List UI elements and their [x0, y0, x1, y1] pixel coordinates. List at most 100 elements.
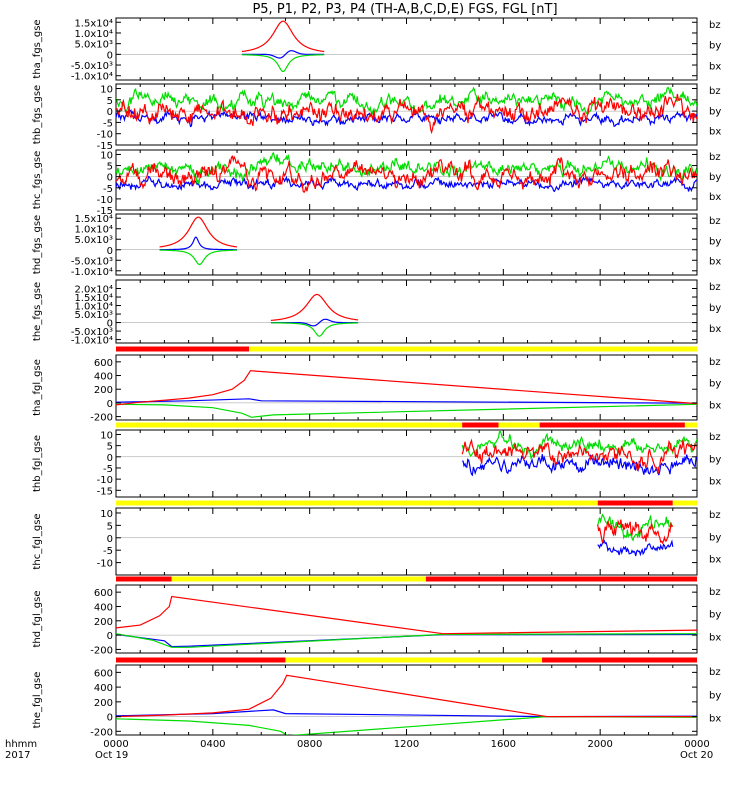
legend-bz: bz	[709, 587, 721, 598]
legend-bz: bz	[709, 152, 721, 163]
y-tick-label: -10	[97, 559, 113, 570]
y-tick-label: -200	[90, 727, 113, 738]
mode-bar-segment	[684, 422, 697, 428]
panel-stack: 1.5x10⁴1.0x10⁴5.0x10³0-5.0x10³-1.0x10⁴th…	[32, 17, 721, 738]
y-tick-label: 0	[107, 713, 113, 724]
mode-bar-segment	[116, 657, 286, 663]
panel-tha_fgl_gse: 600 400 200 0 -200 tha_fgl_gse bz by bx	[32, 346, 721, 424]
time-tick-label: 0000	[103, 739, 128, 750]
legend-by: by	[709, 454, 721, 465]
legend-bz: bz	[709, 86, 721, 97]
time-tick-label: 2000	[587, 739, 612, 750]
date-left: Oct 19	[95, 750, 128, 761]
series-line-bz	[116, 674, 697, 718]
mode-bar-segment	[498, 422, 540, 428]
panel-thd_fgl_gse: 600 400 200 0 -200 thd_fgl_gse bz by bx	[32, 576, 721, 656]
y-axis-label: tha_fgl_gse	[32, 359, 43, 416]
series-line-bx	[159, 236, 237, 251]
series-line-bz	[116, 155, 697, 194]
series-line-bz	[461, 438, 697, 474]
series-line-bx	[116, 175, 697, 193]
y-tick-label: 5	[107, 162, 113, 173]
mode-bar-segment	[425, 576, 697, 582]
y-tick-label: -200	[90, 413, 113, 424]
y-tick-label: 200	[94, 385, 113, 396]
y-tick-label: 5	[107, 96, 113, 107]
series-line-bz	[116, 93, 697, 135]
legend-bz: bz	[709, 432, 721, 443]
panel-the_fgl_gse: 600 400 200 0 -200 the_fgl_gse bz by bx	[32, 657, 721, 738]
y-axis-label: thc_fgs_gse	[32, 151, 43, 210]
y-tick-label: 5.0x10³	[74, 310, 113, 321]
y-tick-label: 0	[107, 534, 113, 545]
y-axis-label: thc_fgl_gse	[32, 513, 43, 569]
mode-bar-segment	[285, 657, 543, 663]
legend-by: by	[709, 172, 721, 183]
y-tick-label: 200	[94, 617, 113, 628]
series-line-bz	[116, 595, 697, 635]
y-tick-label: 1.0x10⁴	[74, 302, 113, 313]
series-line-by	[116, 403, 697, 418]
y-tick-label: 10	[100, 430, 113, 441]
y-tick-label: 5.0x10³	[74, 235, 113, 246]
y-tick-label: 1.5x10⁴	[74, 214, 113, 225]
legend-by: by	[709, 303, 721, 314]
y-tick-label: 200	[94, 698, 113, 709]
series-line-bx	[116, 109, 697, 128]
series-line-by	[116, 151, 697, 185]
y-axis-label: thb_fgs_gse	[32, 85, 43, 144]
mode-bar-segment	[116, 576, 172, 582]
y-tick-label: -15	[97, 486, 113, 497]
series-line-by	[597, 513, 673, 542]
y-tick-label: 0	[107, 319, 113, 330]
legend-bx: bx	[709, 714, 721, 725]
y-tick-label: 5	[107, 521, 113, 532]
legend-by: by	[709, 532, 721, 543]
legend-by: by	[709, 379, 721, 390]
corner-label-top: hhmm	[5, 739, 37, 750]
y-tick-label: -200	[90, 645, 113, 656]
y-tick-label: 0	[107, 173, 113, 184]
series-line-bz	[597, 519, 674, 545]
y-tick-label: -10	[97, 475, 113, 486]
legend-bx: bx	[709, 477, 721, 488]
y-axis-label: thd_fgs_gse	[32, 215, 43, 274]
legend-by: by	[709, 690, 721, 701]
y-tick-label: 400	[94, 372, 113, 383]
y-axis-label: thd_fgl_gse	[32, 591, 43, 648]
legend-bx: bx	[709, 400, 721, 411]
series-line-by	[116, 633, 697, 648]
mode-bar-segment	[116, 346, 250, 352]
legend-bx: bx	[709, 555, 721, 566]
mode-bar-segment	[542, 657, 697, 663]
series-line-by	[270, 322, 359, 337]
y-tick-label: 2.0x10⁴	[74, 285, 113, 296]
legend-bz: bz	[709, 667, 721, 678]
y-axis-label: tha_fgs_gse	[32, 19, 43, 78]
y-tick-label: -5.0x10³	[71, 61, 113, 72]
y-tick-label: 600	[94, 588, 113, 599]
mode-bar-segment	[672, 500, 697, 506]
y-tick-label: 0	[107, 50, 113, 61]
legend-bx: bx	[709, 61, 721, 72]
series-line-bz	[270, 293, 359, 321]
y-tick-label: 5.0x10³	[74, 40, 113, 51]
series-line-by	[241, 54, 325, 72]
legend-by: by	[709, 106, 721, 117]
legend-bz: bz	[709, 510, 721, 521]
panel-the_fgs_gse: 2.0x10⁴1.5x10⁴1.0x10⁴5.0x10³0-5.0x10³-1.…	[32, 279, 721, 347]
y-tick-label: 0	[107, 107, 113, 118]
legend-bz: bz	[709, 357, 721, 368]
legend-bx: bx	[709, 257, 721, 268]
y-tick-label: -5	[103, 118, 113, 129]
y-tick-label: -15	[97, 206, 113, 217]
time-axis: hhmm 2017 Oct 19 Oct 20 0000 0400 0800 1200…	[5, 739, 713, 761]
y-tick-label: 10	[100, 509, 113, 520]
y-tick-label: 0	[107, 399, 113, 410]
y-tick-label: 600	[94, 358, 113, 369]
y-tick-label: -10	[97, 195, 113, 206]
legend-by: by	[709, 236, 721, 247]
y-tick-label: -5.0x10³	[71, 256, 113, 267]
